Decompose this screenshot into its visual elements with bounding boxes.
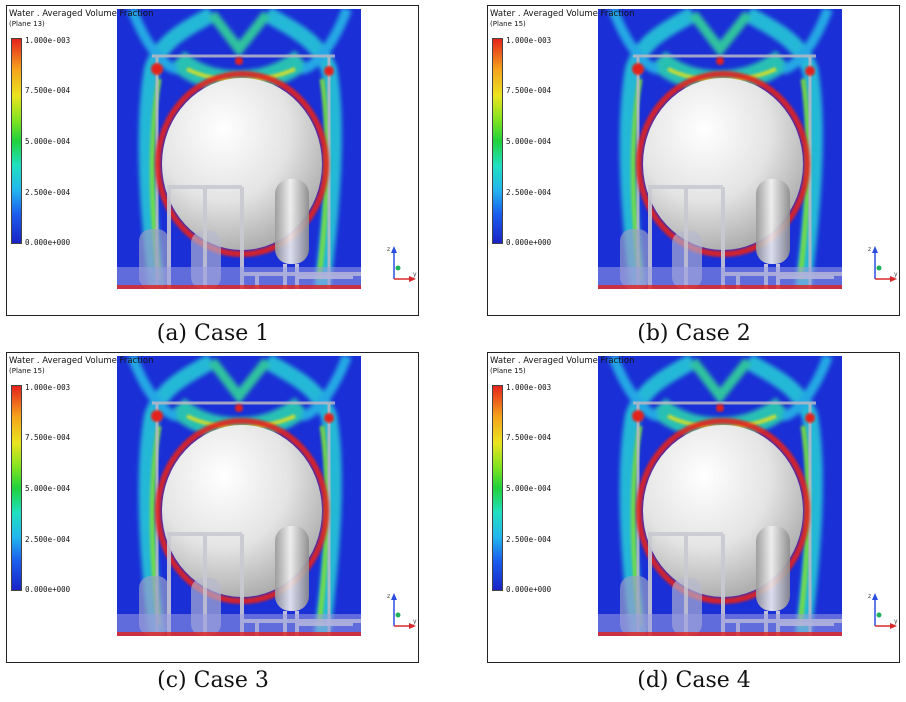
legend-title: Water . Averaged Volume Fraction: [9, 9, 154, 19]
panel-case-4: Water . Averaged Volume Fraction (Plane …: [487, 352, 900, 663]
color-scale-tick-1: 2.500e-004: [506, 535, 552, 544]
color-scale-tick-1: 2.500e-004: [25, 535, 71, 544]
caption-case-3: (c) Case 3: [157, 668, 269, 693]
color-scale-tick-min: 0.000e+000: [25, 585, 71, 594]
color-scale-bar: [492, 385, 503, 591]
legend-title: Water . Averaged Volume Fraction: [490, 9, 635, 19]
color-scale-tick-3: 7.500e-004: [506, 433, 552, 442]
panel-case-2: Water . Averaged Volume Fraction (Plane …: [487, 5, 900, 316]
legend-title: Water . Averaged Volume Fraction: [9, 356, 154, 366]
legend-plane-label: (Plane 15): [490, 367, 526, 375]
axis-y-label: y: [413, 618, 417, 625]
axis-y-label: y: [894, 618, 898, 625]
color-scale-tick-max: 1.000e-003: [25, 36, 71, 45]
contour-field-image: [117, 9, 361, 289]
color-scale-bar: [11, 38, 22, 244]
legend-plane-label: (Plane 13): [9, 20, 45, 28]
color-scale-tick-3: 7.500e-004: [25, 433, 71, 442]
panel-case-3: Water . Averaged Volume Fraction (Plane …: [6, 352, 419, 663]
color-scale-tick-1: 2.500e-004: [25, 188, 71, 197]
color-scale-bar: [492, 38, 503, 244]
caption-case-4: (d) Case 4: [637, 668, 751, 693]
axis-z-label: z: [868, 593, 871, 600]
separator-vessel: [275, 179, 309, 264]
caption-case-1: (a) Case 1: [156, 321, 270, 346]
color-scale-tick-1: 2.500e-004: [506, 188, 552, 197]
axis-z-label: z: [387, 246, 390, 253]
contour-field-image: [598, 9, 842, 289]
contour-field-image: [117, 356, 361, 636]
color-scale-tick-2: 5.000e-004: [506, 484, 552, 493]
coordinate-axes-icon: z y: [868, 593, 898, 629]
color-scale-tick-3: 7.500e-004: [506, 86, 552, 95]
color-scale-tick-min: 0.000e+000: [506, 238, 552, 247]
color-scale-tick-min: 0.000e+000: [25, 238, 71, 247]
coordinate-axes-icon: z y: [387, 593, 417, 629]
caption-case-2: (b) Case 2: [637, 321, 751, 346]
axis-y-label: y: [413, 271, 417, 278]
color-scale-bar: [11, 385, 22, 591]
separator-vessel: [756, 526, 790, 611]
legend-plane-label: (Plane 15): [490, 20, 526, 28]
axis-z-label: z: [387, 593, 390, 600]
color-scale-tick-max: 1.000e-003: [506, 36, 552, 45]
coordinate-axes-icon: z y: [387, 246, 417, 282]
panel-case-1: Water . Averaged Volume Fraction (Plane …: [6, 5, 419, 316]
legend-title: Water . Averaged Volume Fraction: [490, 356, 635, 366]
coordinate-axes-icon: z y: [868, 246, 898, 282]
color-scale-tick-min: 0.000e+000: [506, 585, 552, 594]
axis-z-label: z: [868, 246, 871, 253]
color-scale-tick-max: 1.000e-003: [506, 383, 552, 392]
contour-field-image: [598, 356, 842, 636]
color-scale-tick-2: 5.000e-004: [506, 137, 552, 146]
color-scale-tick-2: 5.000e-004: [25, 484, 71, 493]
axis-y-label: y: [894, 271, 898, 278]
separator-vessel: [756, 179, 790, 264]
color-scale-tick-max: 1.000e-003: [25, 383, 71, 392]
color-scale-tick-2: 5.000e-004: [25, 137, 71, 146]
color-scale-tick-3: 7.500e-004: [25, 86, 71, 95]
separator-vessel: [275, 526, 309, 611]
legend-plane-label: (Plane 15): [9, 367, 45, 375]
